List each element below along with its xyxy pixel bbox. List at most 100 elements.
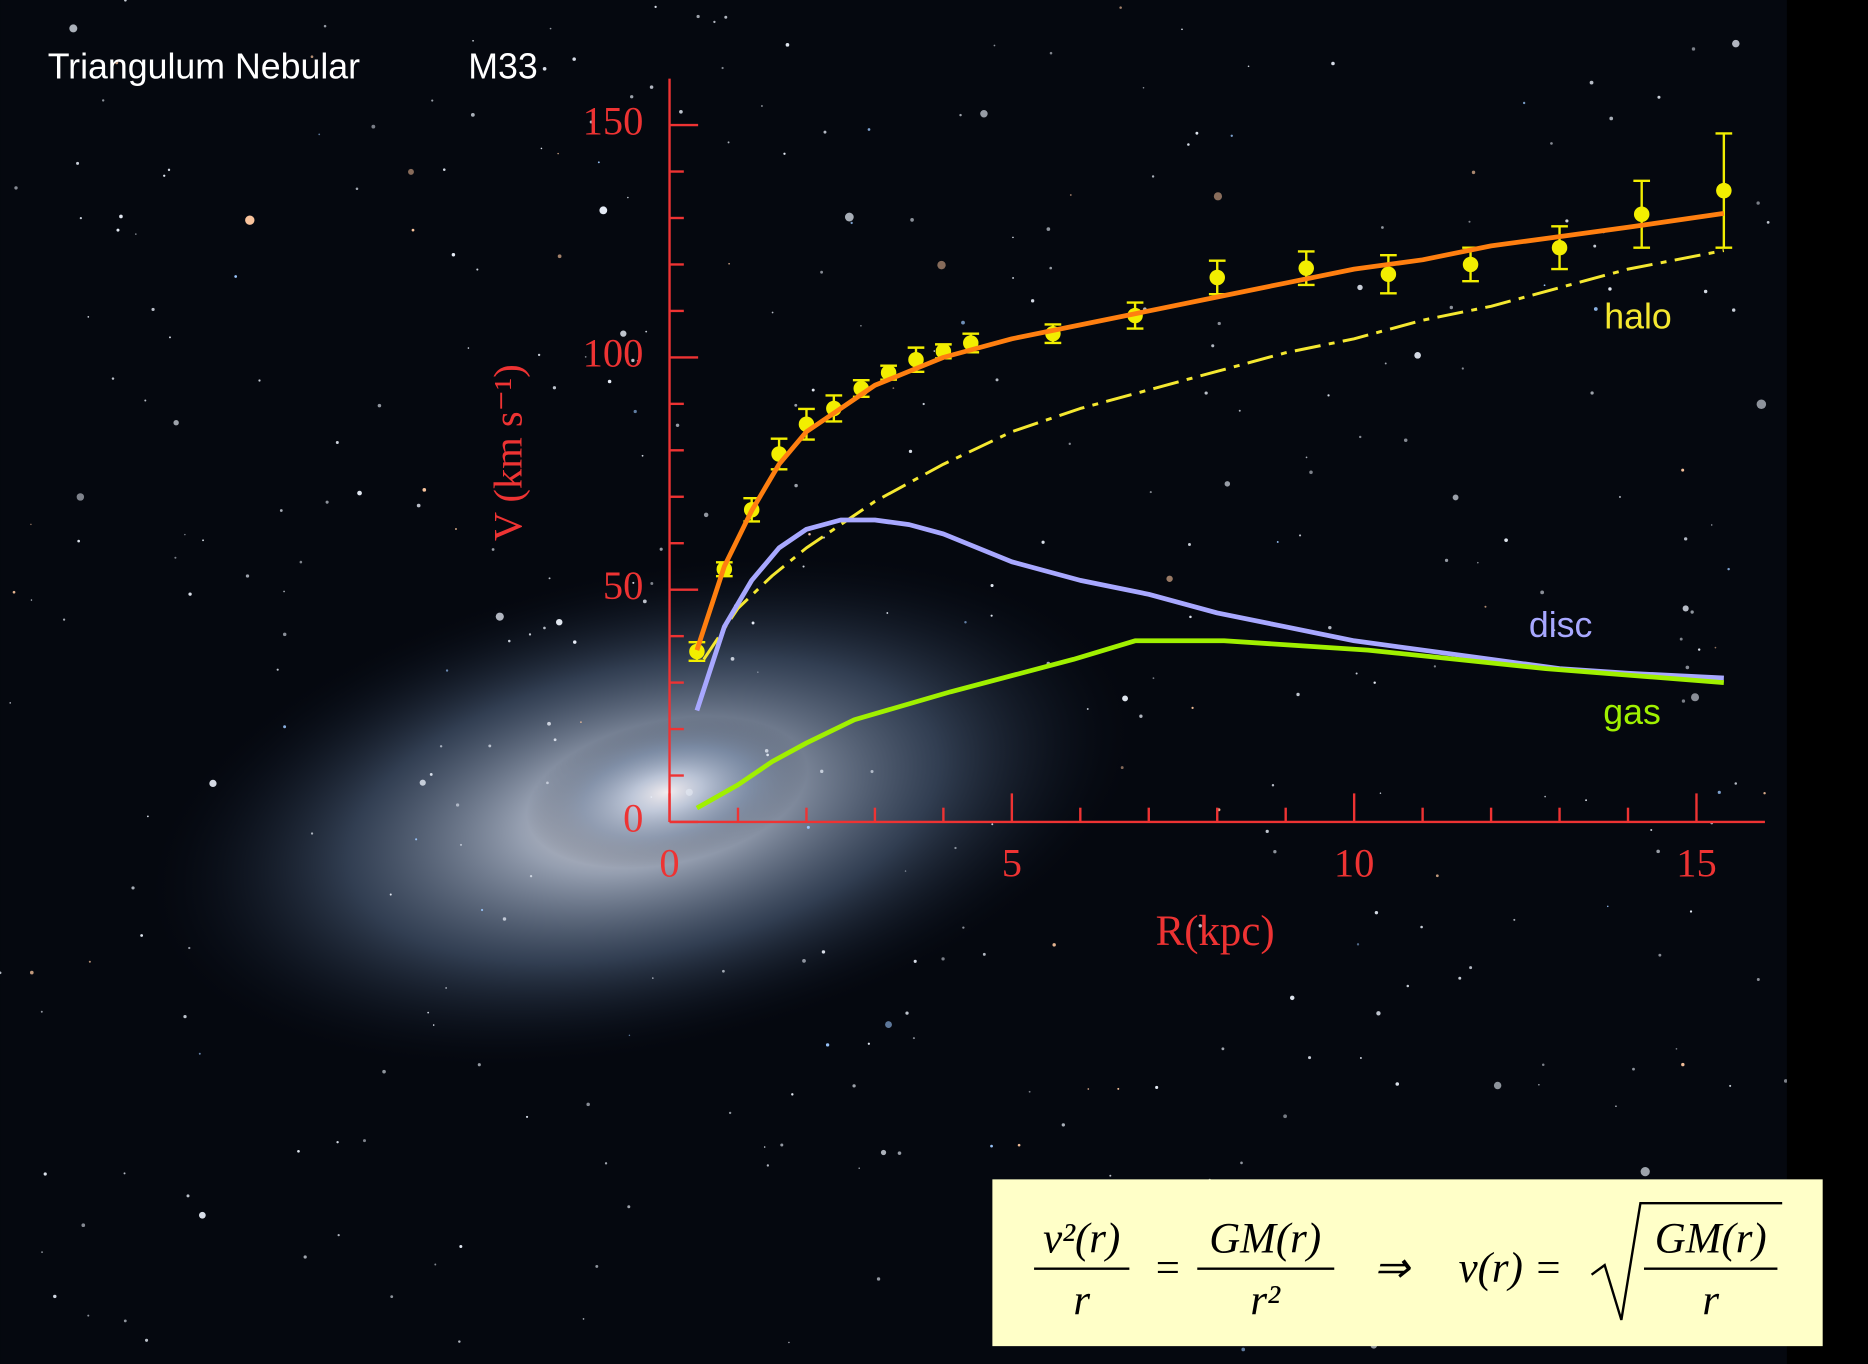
star	[30, 599, 33, 601]
star	[937, 260, 946, 270]
star	[982, 952, 986, 956]
star	[867, 128, 871, 131]
star	[1221, 1047, 1225, 1051]
star	[310, 55, 314, 59]
star	[422, 488, 427, 492]
star	[549, 27, 552, 30]
star	[529, 875, 533, 878]
star	[167, 168, 171, 172]
star	[477, 1063, 481, 1067]
star	[1273, 850, 1277, 854]
star	[1685, 665, 1690, 670]
star	[472, 39, 474, 42]
star	[408, 168, 414, 175]
star	[636, 359, 639, 362]
x-axis-label: R(kpc)	[1156, 908, 1275, 955]
star	[1357, 284, 1363, 291]
star	[357, 490, 362, 496]
star	[455, 527, 457, 530]
star	[1657, 95, 1661, 99]
star	[794, 403, 798, 407]
y-tick-label: 50	[603, 563, 644, 608]
star	[785, 43, 790, 47]
star	[642, 599, 647, 604]
star	[173, 420, 179, 426]
star	[724, 15, 728, 19]
star	[1484, 605, 1487, 608]
star	[1327, 394, 1330, 397]
star	[892, 387, 895, 389]
star	[198, 1211, 206, 1219]
star	[1469, 966, 1473, 970]
star	[584, 355, 587, 358]
formula-text: r²	[1250, 1277, 1281, 1324]
star	[1309, 470, 1313, 475]
star	[144, 399, 147, 402]
formula-text: v²(r)	[1043, 1215, 1120, 1262]
star	[1061, 1123, 1065, 1127]
star	[580, 721, 582, 723]
star	[880, 1149, 887, 1156]
star	[1230, 134, 1233, 137]
star	[1283, 1114, 1287, 1119]
star	[1714, 646, 1717, 649]
star	[1589, 80, 1594, 85]
star	[1305, 456, 1308, 459]
star	[69, 24, 78, 33]
star	[0, 971, 2, 975]
star	[540, 147, 543, 150]
star	[802, 959, 806, 963]
star	[1609, 116, 1614, 121]
star	[283, 725, 287, 729]
star	[649, 85, 654, 89]
star	[703, 512, 709, 518]
star	[820, 270, 824, 274]
star	[323, 24, 327, 28]
star	[145, 1338, 149, 1342]
star	[1717, 790, 1721, 794]
star	[537, 353, 541, 357]
star	[1522, 101, 1526, 105]
star	[282, 632, 287, 637]
star	[459, 843, 463, 846]
star	[101, 99, 105, 102]
star	[1632, 1067, 1635, 1071]
star	[641, 454, 644, 457]
star	[14, 186, 18, 190]
star	[980, 110, 988, 118]
star	[1420, 925, 1423, 929]
star	[459, 1244, 463, 1248]
star	[325, 500, 329, 504]
star	[1331, 61, 1335, 66]
star	[1538, 1084, 1540, 1086]
star	[419, 779, 426, 786]
star	[416, 503, 421, 508]
star	[1395, 1082, 1400, 1086]
star	[630, 95, 634, 99]
star	[761, 105, 763, 107]
star	[1086, 708, 1089, 710]
star	[1403, 438, 1408, 442]
star	[632, 581, 635, 584]
formula-text: ⇒	[1373, 1245, 1411, 1292]
star	[87, 316, 90, 318]
star	[1471, 170, 1476, 175]
star	[1650, 829, 1653, 832]
star	[941, 957, 945, 961]
star	[297, 1149, 300, 1153]
star	[1198, 924, 1202, 928]
star	[174, 556, 177, 559]
star	[1729, 1084, 1732, 1087]
star	[43, 1172, 47, 1176]
star	[1593, 307, 1598, 311]
y-tick-label: 0	[623, 795, 643, 840]
chart-subtitle: M33	[468, 47, 537, 87]
star	[1381, 226, 1384, 229]
star	[870, 770, 874, 774]
star	[1247, 65, 1250, 68]
star	[1435, 874, 1439, 878]
data-point	[908, 351, 924, 368]
star	[933, 350, 936, 352]
series-line	[694, 517, 1724, 712]
